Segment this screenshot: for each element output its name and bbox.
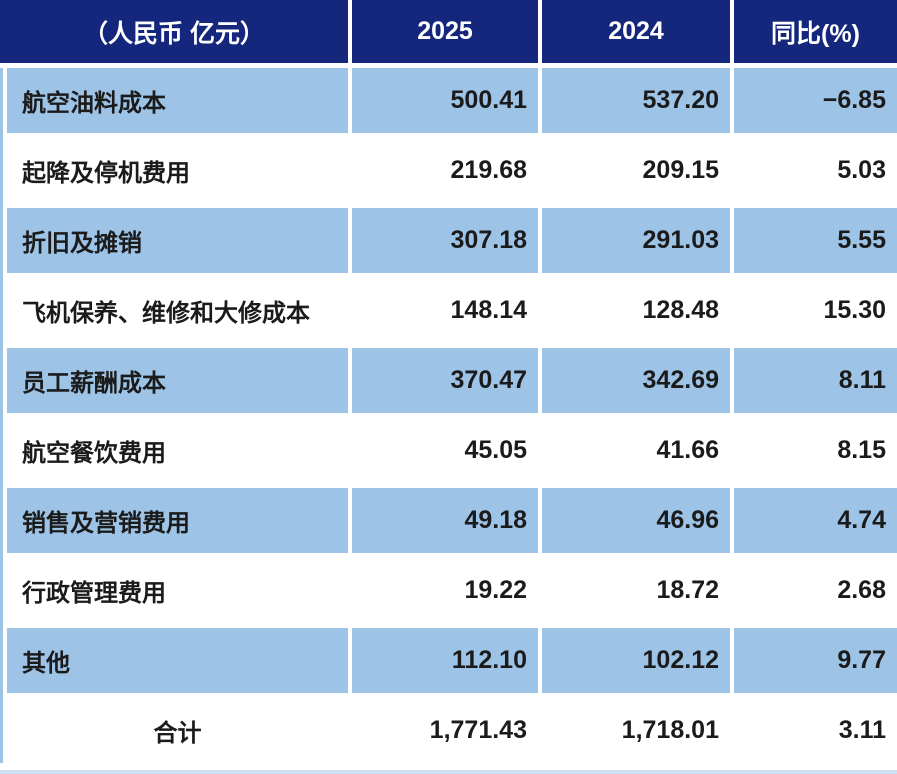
table-row-fuel: 航空油料成本 500.41 537.20 −6.85 <box>7 68 897 133</box>
table-row-other: 其他 112.10 102.12 9.77 <box>7 628 897 693</box>
table-row-landing: 起降及停机费用 219.68 209.15 5.03 <box>7 138 897 203</box>
total-2025: 1,771.43 <box>429 716 527 744</box>
table-row-admin: 行政管理费用 19.22 18.72 2.68 <box>7 558 897 623</box>
row-label: 起降及停机费用 <box>22 160 190 187</box>
table-row-depreciation: 折旧及摊销 307.18 291.03 5.55 <box>7 208 897 273</box>
value-yoy: 9.77 <box>734 628 897 693</box>
table-row-sales-marketing: 销售及营销费用 49.18 46.96 4.74 <box>7 488 897 553</box>
value-2025: 148.14 <box>450 296 527 324</box>
row-label: 其他 <box>7 628 348 693</box>
value-2024: 342.69 <box>542 348 730 413</box>
row-label: 行政管理费用 <box>22 580 166 607</box>
header-col-yoy: 同比(%) <box>734 0 897 63</box>
total-2024: 1,718.01 <box>621 716 719 744</box>
value-2024: 537.20 <box>542 68 730 133</box>
row-label: 飞机保养、维修和大修成本 <box>22 300 310 327</box>
value-2025: 45.05 <box>464 436 527 464</box>
value-yoy: 8.11 <box>734 348 897 413</box>
value-2024: 102.12 <box>542 628 730 693</box>
left-edge-strip <box>0 68 3 763</box>
value-yoy: 8.15 <box>837 436 886 464</box>
header-col-2024: 2024 <box>542 0 730 63</box>
value-2024: 46.96 <box>542 488 730 553</box>
table-row-staff: 员工薪酬成本 370.47 342.69 8.11 <box>7 348 897 413</box>
row-label: 航空餐饮费用 <box>22 440 166 467</box>
value-2025: 219.68 <box>450 156 527 184</box>
value-2024: 128.48 <box>642 296 719 324</box>
table-header-row: （人民币 亿元） 2025 2024 同比(%) <box>0 0 897 63</box>
value-yoy: 15.30 <box>823 296 886 324</box>
value-2024: 209.15 <box>642 156 719 184</box>
table-row-catering: 航空餐饮费用 45.05 41.66 8.15 <box>7 418 897 483</box>
value-yoy: 5.03 <box>837 156 886 184</box>
row-label: 销售及营销费用 <box>7 488 348 553</box>
value-yoy: 4.74 <box>734 488 897 553</box>
value-2025: 112.10 <box>352 628 538 693</box>
value-2025: 19.22 <box>464 576 527 604</box>
header-unit-label: （人民币 亿元） <box>0 0 348 63</box>
total-label: 合计 <box>153 720 202 747</box>
value-2025: 307.18 <box>352 208 538 273</box>
bottom-edge-strip <box>0 770 897 774</box>
row-label: 航空油料成本 <box>7 68 348 133</box>
table-row-maintenance: 飞机保养、维修和大修成本 148.14 128.48 15.30 <box>7 278 897 343</box>
value-yoy: 2.68 <box>837 576 886 604</box>
header-col-2025: 2025 <box>352 0 538 63</box>
value-yoy: 5.55 <box>734 208 897 273</box>
value-yoy: −6.85 <box>734 68 897 133</box>
value-2024: 41.66 <box>656 436 719 464</box>
table-row-total: 合计 1,771.43 1,718.01 3.11 <box>7 698 897 763</box>
total-yoy: 3.11 <box>838 716 886 744</box>
value-2025: 500.41 <box>352 68 538 133</box>
value-2024: 291.03 <box>542 208 730 273</box>
value-2024: 18.72 <box>656 576 719 604</box>
table-body: 航空油料成本 500.41 537.20 −6.85 起降及停机费用 219.6… <box>7 68 897 768</box>
value-2025: 370.47 <box>352 348 538 413</box>
value-2025: 49.18 <box>352 488 538 553</box>
row-label: 员工薪酬成本 <box>7 348 348 413</box>
row-label: 折旧及摊销 <box>7 208 348 273</box>
